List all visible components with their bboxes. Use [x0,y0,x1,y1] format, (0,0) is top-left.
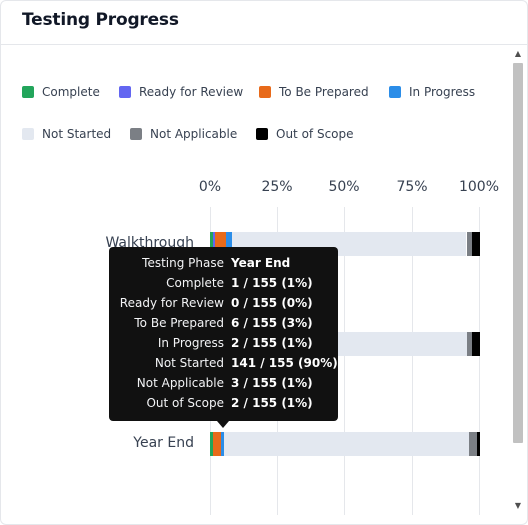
tooltip-key: Ready for Review [119,296,224,310]
tooltip-key: Not Started [154,356,224,370]
tooltip-key: Complete [166,276,224,290]
tooltip-row: Complete 1 / 155 (1%) [109,276,338,296]
legend-swatch [22,128,34,140]
legend-label: Not Applicable [150,127,238,141]
scroll-up-icon[interactable]: ▲ [514,49,522,58]
x-tick-label: 0% [198,179,222,195]
tooltip-row: Ready for Review 0 / 155 (0%) [109,296,338,316]
legend-item-not-started[interactable]: Not Started [22,125,111,143]
bar-segment-not-started[interactable] [223,432,470,456]
legend-swatch [130,128,142,140]
bar-segment-not-applicable[interactable] [469,432,478,456]
tooltip-value: 2 / 155 (1%) [231,336,313,350]
legend-swatch [256,128,268,140]
legend-swatch [22,86,34,98]
bar-segment-in-progress[interactable] [226,232,232,256]
legend-item-to-be-prepared[interactable]: To Be Prepared [259,83,369,101]
tooltip-key: Testing Phase [142,256,224,270]
bar-segment-in-progress[interactable] [220,432,224,456]
legend-item-ready-for-review[interactable]: Ready for Review [119,83,243,101]
tooltip-value: 2 / 155 (1%) [231,396,313,410]
legend-item-in-progress[interactable]: In Progress [389,83,475,101]
legend-item-out-of-scope[interactable]: Out of Scope [256,125,354,143]
legend-swatch [119,86,131,98]
scrollbar-thumb[interactable] [513,63,523,443]
bar-segment-not-applicable[interactable] [466,232,472,256]
tooltip-value: Year End [231,256,291,270]
gridline [344,207,345,515]
scroll-down-icon[interactable]: ▼ [514,501,522,510]
legend-item-complete[interactable]: Complete [22,83,100,101]
tooltip-value: 3 / 155 (1%) [231,376,313,390]
bar-segment-to-be-prepared[interactable] [215,232,227,256]
legend-label: Not Started [42,127,112,141]
tooltip-key: Out of Scope [146,396,224,410]
x-tick-label: 100% [458,179,500,195]
category-label: Year End [133,435,194,451]
tooltip-value: 0 / 155 (0%) [231,296,313,310]
x-tick-label: 75% [396,179,428,195]
x-tick-label: 50% [328,179,360,195]
tooltip-row: Not Applicable 3 / 155 (1%) [109,376,338,396]
legend-item-not-applicable[interactable]: Not Applicable [130,125,237,143]
tooltip-row: In Progress 2 / 155 (1%) [109,336,338,356]
tooltip-row: Not Started 141 / 155 (90%) [109,356,338,376]
tooltip-key: Not Applicable [136,376,224,390]
bar-segment-complete[interactable] [210,432,213,456]
legend-label: Complete [42,85,100,99]
legend-label: Out of Scope [276,127,354,141]
legend-swatch [259,86,271,98]
tooltip-row: Testing Phase Year End [109,256,338,276]
vertical-scrollbar[interactable]: ▲ ▼ [510,45,524,515]
legend-label: In Progress [409,85,476,99]
bar-row-year-end[interactable] [210,432,480,456]
bar-segment-complete[interactable] [210,232,213,256]
bar-segment-out-of-scope[interactable] [471,332,480,356]
bar-segment-out-of-scope[interactable] [477,432,480,456]
gridline [479,207,480,515]
tooltip-row: Out of Scope 2 / 155 (1%) [109,396,338,416]
bar-segment-to-be-prepared[interactable] [212,432,221,456]
legend-label: Ready for Review [139,85,244,99]
card-title: Testing Progress [22,10,179,30]
tooltip-row: To Be Prepared 6 / 155 (3%) [109,316,338,336]
tooltip-pointer [217,421,229,428]
gridline [412,207,413,515]
tooltip-key: In Progress [157,336,224,350]
bar-segment-ready-for-review[interactable] [212,232,216,256]
tooltip-value: 1 / 155 (1%) [231,276,313,290]
card-header: Testing Progress [1,1,527,45]
x-tick-label: 25% [261,179,293,195]
tooltip-value: 6 / 155 (3%) [231,316,313,330]
bar-segment-out-of-scope[interactable] [471,232,480,256]
tooltip-key: To Be Prepared [134,316,224,330]
legend-label: To Be Prepared [279,85,369,99]
tooltip-value: 141 / 155 (90%) [231,356,338,370]
bar-segment-not-applicable[interactable] [466,332,472,356]
legend-swatch [389,86,401,98]
chart-tooltip: Testing Phase Year End Complete 1 / 155 … [109,247,338,421]
